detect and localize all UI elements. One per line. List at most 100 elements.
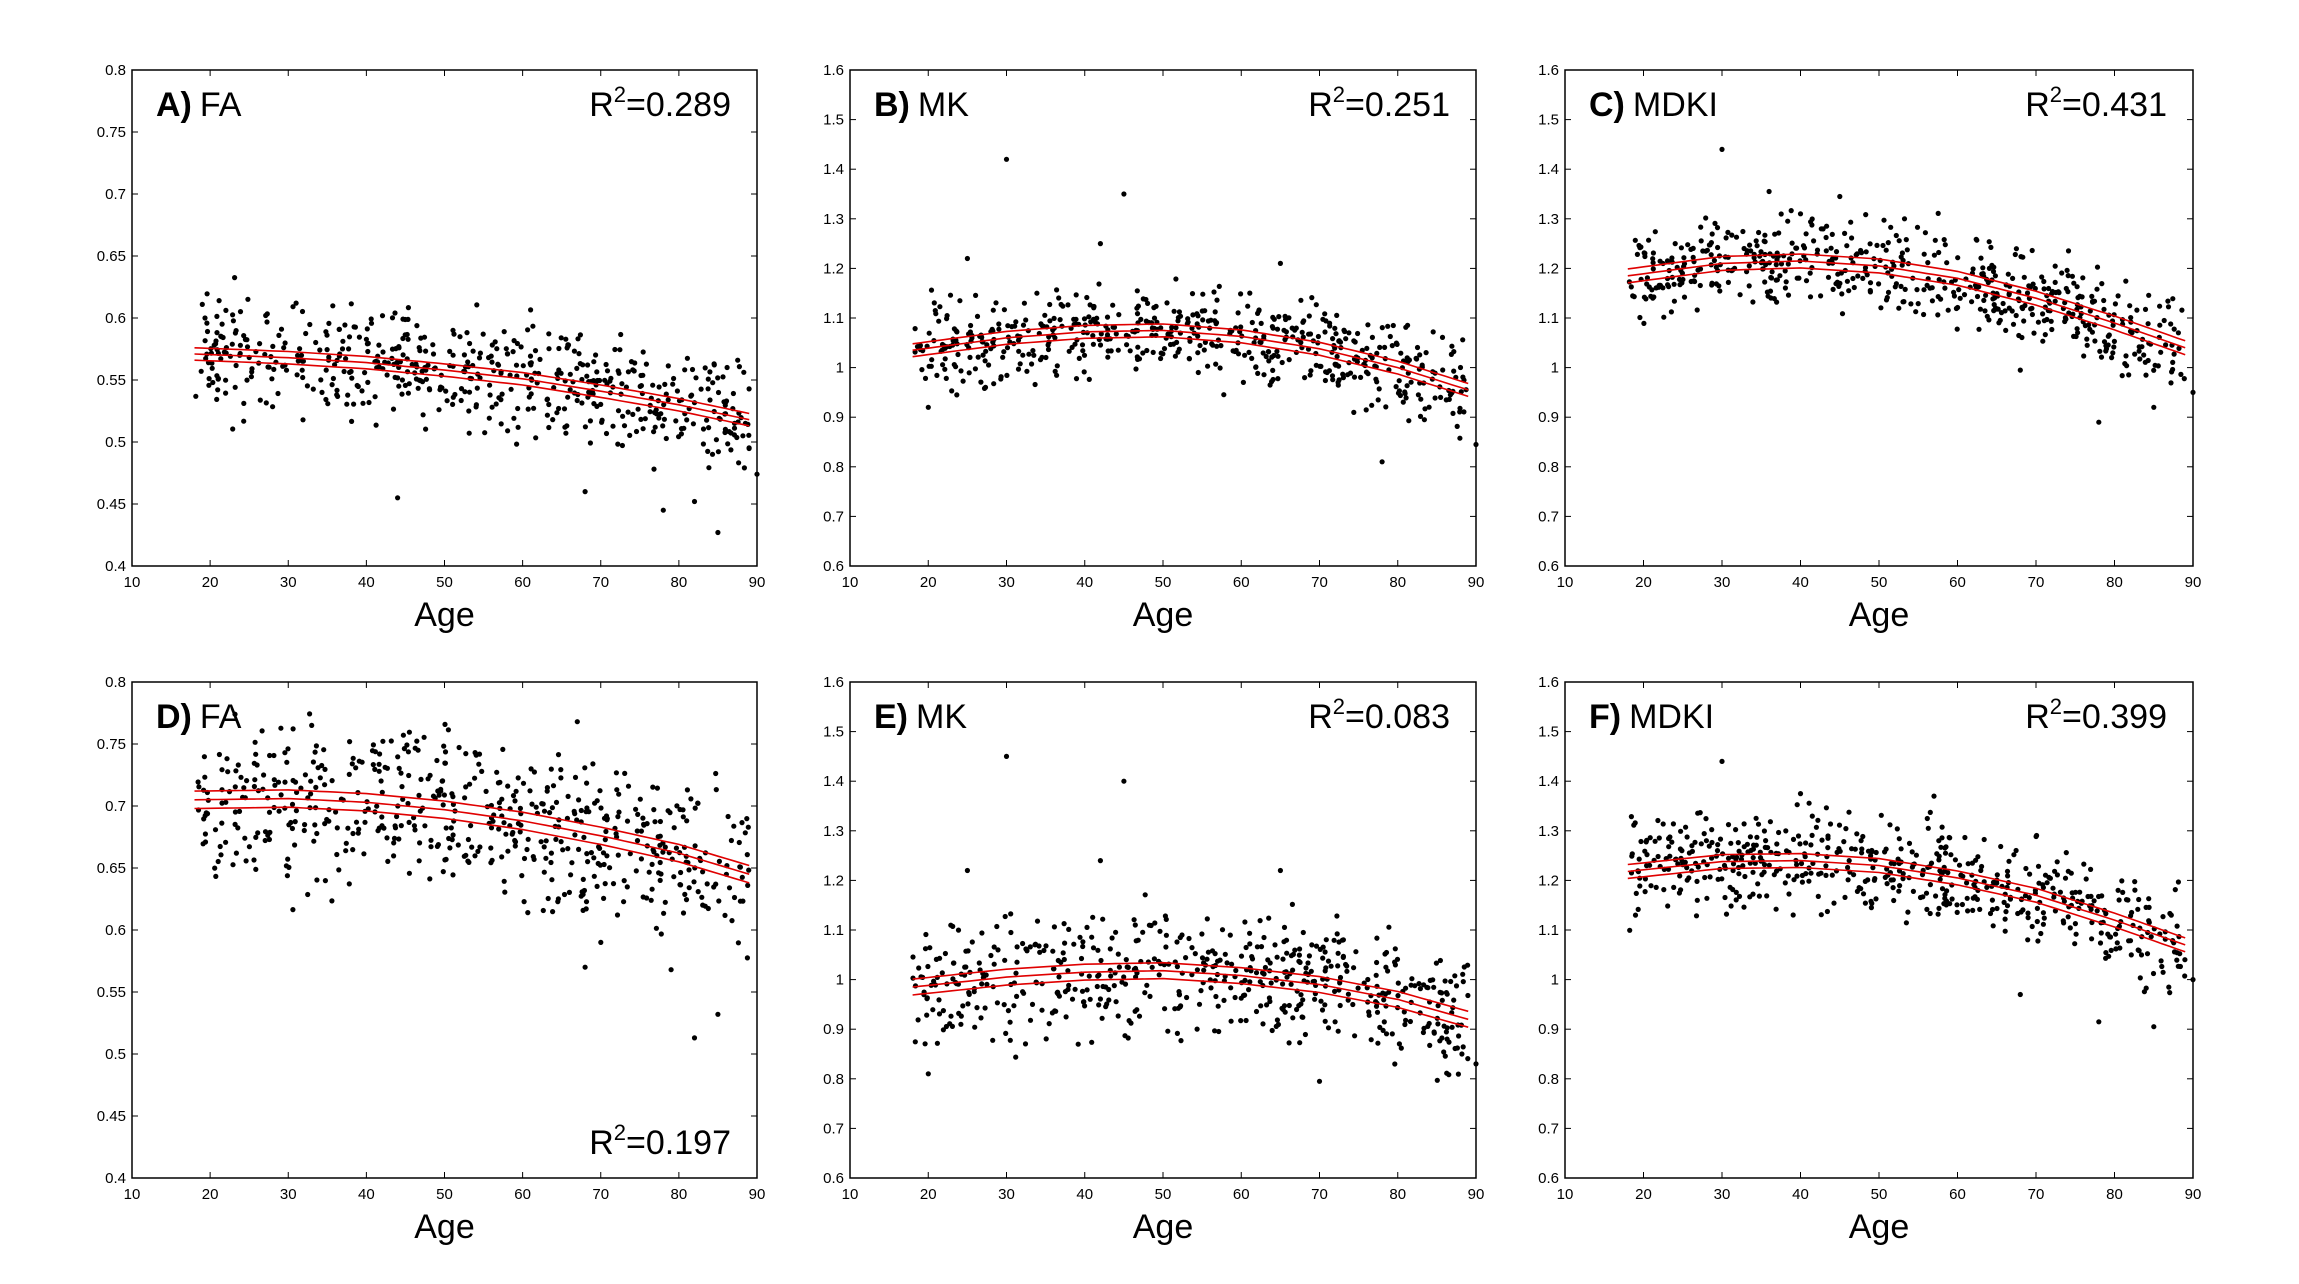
data-point — [1331, 937, 1337, 943]
data-point — [1219, 927, 1226, 933]
data-point — [494, 769, 500, 775]
data-point — [530, 854, 536, 860]
data-point — [1653, 884, 1659, 891]
x-axis-label: Age — [1849, 1208, 1910, 1246]
data-point — [1148, 922, 1154, 929]
data-point — [1054, 363, 1060, 369]
data-point — [682, 367, 688, 373]
data-point — [1684, 834, 1690, 840]
data-point — [1126, 1018, 1132, 1024]
data-point — [395, 495, 401, 501]
data-point — [1661, 314, 1667, 320]
data-point — [310, 386, 316, 392]
data-point — [264, 319, 270, 325]
data-point — [1015, 366, 1022, 372]
data-point — [1935, 210, 1941, 216]
data-point — [571, 348, 578, 354]
data-point — [936, 1011, 943, 1017]
data-point — [463, 751, 469, 757]
data-point — [215, 858, 221, 865]
data-point — [496, 800, 502, 806]
data-point — [2123, 897, 2130, 903]
data-point — [2116, 897, 2122, 903]
data-point — [1761, 869, 1767, 875]
data-point — [1457, 405, 1463, 411]
data-point — [237, 342, 243, 348]
data-point — [678, 882, 684, 888]
y-tick-label: 1 — [836, 972, 844, 989]
data-point — [936, 997, 942, 1003]
data-point — [302, 772, 308, 778]
x-tick-label: 70 — [592, 1186, 609, 1203]
data-point — [216, 298, 222, 304]
data-point — [215, 387, 221, 393]
data-point — [1270, 367, 1276, 373]
data-point — [1634, 251, 1640, 257]
data-point — [1924, 815, 1930, 822]
data-point — [286, 864, 292, 871]
data-point — [1084, 924, 1090, 931]
data-point — [574, 817, 580, 823]
y-tick-label: 0.9 — [1538, 1021, 1559, 1038]
data-point — [2175, 963, 2181, 969]
data-point — [406, 819, 412, 826]
data-point — [1395, 980, 1401, 986]
data-point — [392, 310, 398, 316]
data-point — [405, 316, 411, 322]
y-tick-label: 0.7 — [1538, 508, 1559, 525]
data-point — [1199, 955, 1206, 961]
data-point — [500, 746, 506, 753]
data-point — [638, 828, 645, 834]
data-point — [1056, 295, 1062, 301]
data-point — [744, 955, 751, 961]
data-point — [2039, 274, 2045, 280]
data-point — [230, 426, 236, 432]
data-point — [1014, 944, 1020, 950]
data-point — [1896, 836, 1902, 842]
data-point — [1024, 368, 1030, 374]
data-point — [278, 792, 284, 798]
data-point — [206, 382, 212, 388]
data-point — [292, 842, 298, 848]
data-point — [668, 967, 674, 973]
data-point — [2081, 861, 2087, 867]
data-point — [1746, 263, 1752, 269]
data-point — [1909, 849, 1915, 855]
data-point — [1001, 307, 1008, 313]
data-point — [360, 400, 366, 406]
data-point — [1305, 960, 1311, 966]
y-tick-label: 0.8 — [823, 1071, 844, 1088]
data-point — [1747, 834, 1753, 840]
data-point — [375, 828, 381, 834]
data-point — [1751, 255, 1757, 261]
data-point — [600, 850, 607, 856]
data-point — [350, 755, 356, 761]
data-point — [587, 440, 594, 446]
r-squared-symbol: R — [589, 86, 614, 124]
data-point — [515, 424, 521, 430]
data-point — [466, 430, 472, 436]
panel-a: 0.40.450.50.550.60.650.70.750.810 20 30 40 5… — [97, 62, 766, 634]
data-point — [1768, 275, 1775, 281]
data-point — [1313, 943, 1320, 949]
data-point — [1790, 836, 1797, 843]
data-point — [1015, 337, 1022, 343]
data-point — [556, 405, 562, 412]
data-point — [1698, 238, 1704, 244]
data-point — [1969, 299, 1975, 305]
r-squared-symbol: R — [2025, 86, 2050, 124]
data-point — [1327, 323, 1333, 329]
data-point — [582, 964, 588, 970]
data-point — [1284, 974, 1290, 980]
data-point — [746, 386, 752, 392]
data-point — [572, 832, 578, 838]
data-point — [652, 424, 658, 430]
data-point — [2029, 305, 2035, 311]
data-point — [405, 390, 411, 396]
data-point — [1762, 232, 1768, 238]
data-point — [1761, 862, 1768, 868]
data-point — [1190, 312, 1196, 318]
x-tick-label: 30 — [998, 574, 1015, 591]
x-tick-label: 50 — [1871, 1186, 1888, 1203]
data-point — [1110, 302, 1116, 308]
